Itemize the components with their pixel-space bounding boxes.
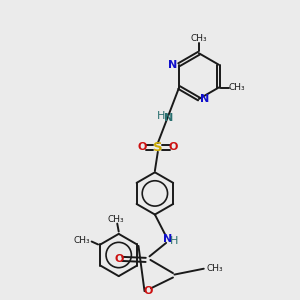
Text: CH₃: CH₃: [229, 83, 246, 92]
Text: N: N: [164, 112, 174, 122]
Text: CH₃: CH₃: [207, 264, 223, 273]
Text: CH₃: CH₃: [107, 214, 124, 224]
Text: O: O: [143, 286, 153, 296]
Text: H: H: [157, 111, 165, 121]
Text: O: O: [138, 142, 147, 152]
Text: H: H: [170, 236, 178, 246]
Text: CH₃: CH₃: [74, 236, 90, 245]
Text: N: N: [200, 94, 210, 104]
Text: N: N: [168, 60, 178, 70]
Text: S: S: [153, 141, 163, 154]
Text: O: O: [114, 254, 123, 264]
Text: N: N: [163, 234, 172, 244]
Text: CH₃: CH₃: [190, 34, 207, 43]
Text: O: O: [168, 142, 178, 152]
